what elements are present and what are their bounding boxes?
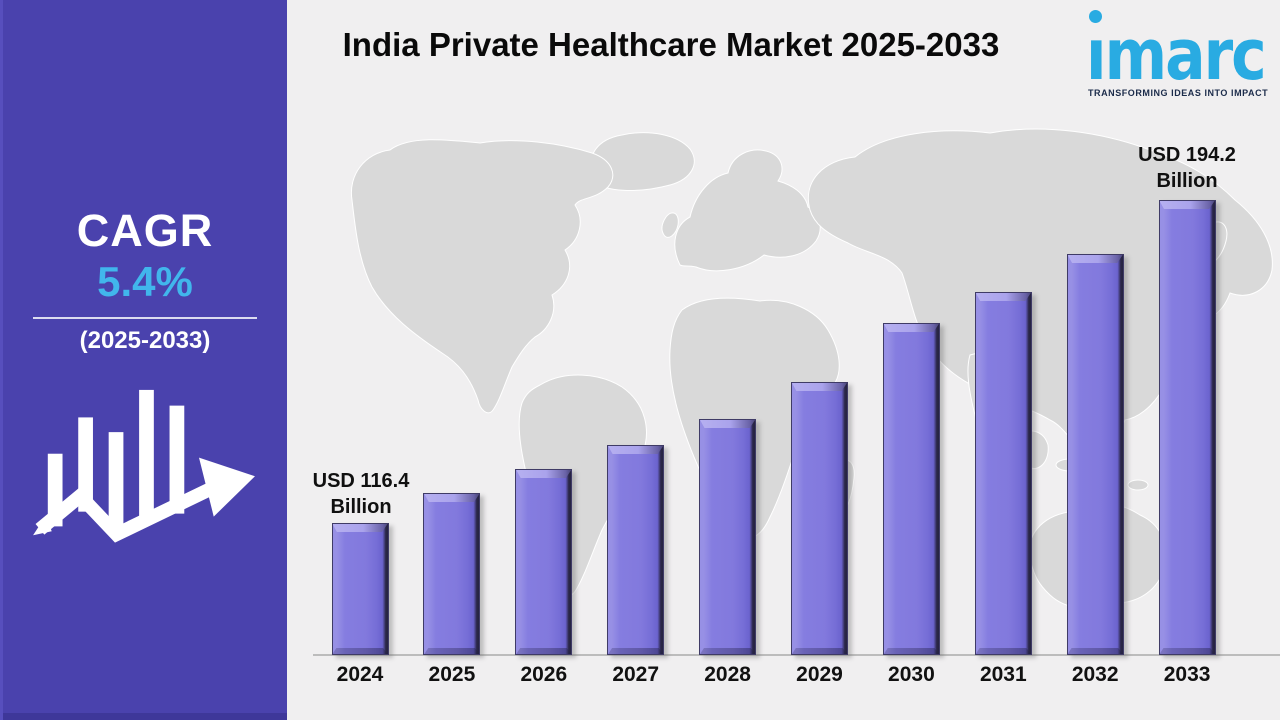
logo-tagline: TRANSFORMING IDEAS INTO IMPACT (1088, 88, 1269, 98)
divider-line (33, 317, 257, 319)
map-north-america (350, 139, 614, 414)
imarc-logo: ımarc TRANSFORMING IDEAS INTO IMPACT (1086, 6, 1268, 102)
bar (607, 445, 665, 655)
x-axis-label: 2033 (1163, 663, 1211, 686)
bar (1066, 254, 1124, 655)
bar (882, 323, 940, 655)
x-axis-label: 2032 (1071, 663, 1119, 686)
bar (423, 493, 481, 655)
logo-wordmark: ımarc (1086, 14, 1267, 97)
map-island (1127, 479, 1149, 491)
map-greenland (589, 132, 695, 191)
x-axis-label: 2026 (520, 663, 568, 686)
x-axis-label: 2027 (612, 663, 660, 686)
bar (974, 292, 1032, 655)
chart-title: India Private Healthcare Market 2025-203… (342, 26, 1000, 63)
x-axis-label: 2030 (888, 663, 935, 686)
bar-value-label-first: USD 116.4 Billion (312, 470, 410, 518)
bar (331, 523, 389, 655)
x-axis-label: 2031 (979, 663, 1027, 686)
bar (515, 469, 573, 655)
cagr-label: CAGR (76, 205, 214, 256)
cagr-period: (2025-2033) (79, 327, 211, 354)
x-axis-line (313, 654, 1280, 656)
x-axis-label: 2024 (336, 663, 384, 686)
cagr-panel: CAGR 5.4% (2025-2033) (0, 0, 287, 720)
cagr-value: 5.4% (97, 258, 193, 305)
map-europe (674, 149, 821, 272)
logo-dot-icon (1089, 10, 1102, 23)
x-axis-label: 2028 (704, 663, 751, 686)
growth-chart-icon (33, 389, 255, 543)
bar-value-label-last: USD 194.2 Billion (1138, 144, 1236, 192)
x-axis-label: 2025 (428, 663, 476, 686)
bar (699, 419, 757, 655)
x-axis-label: 2029 (796, 663, 843, 686)
map-uk (661, 212, 679, 238)
bar (791, 382, 848, 655)
bar (1158, 200, 1216, 655)
